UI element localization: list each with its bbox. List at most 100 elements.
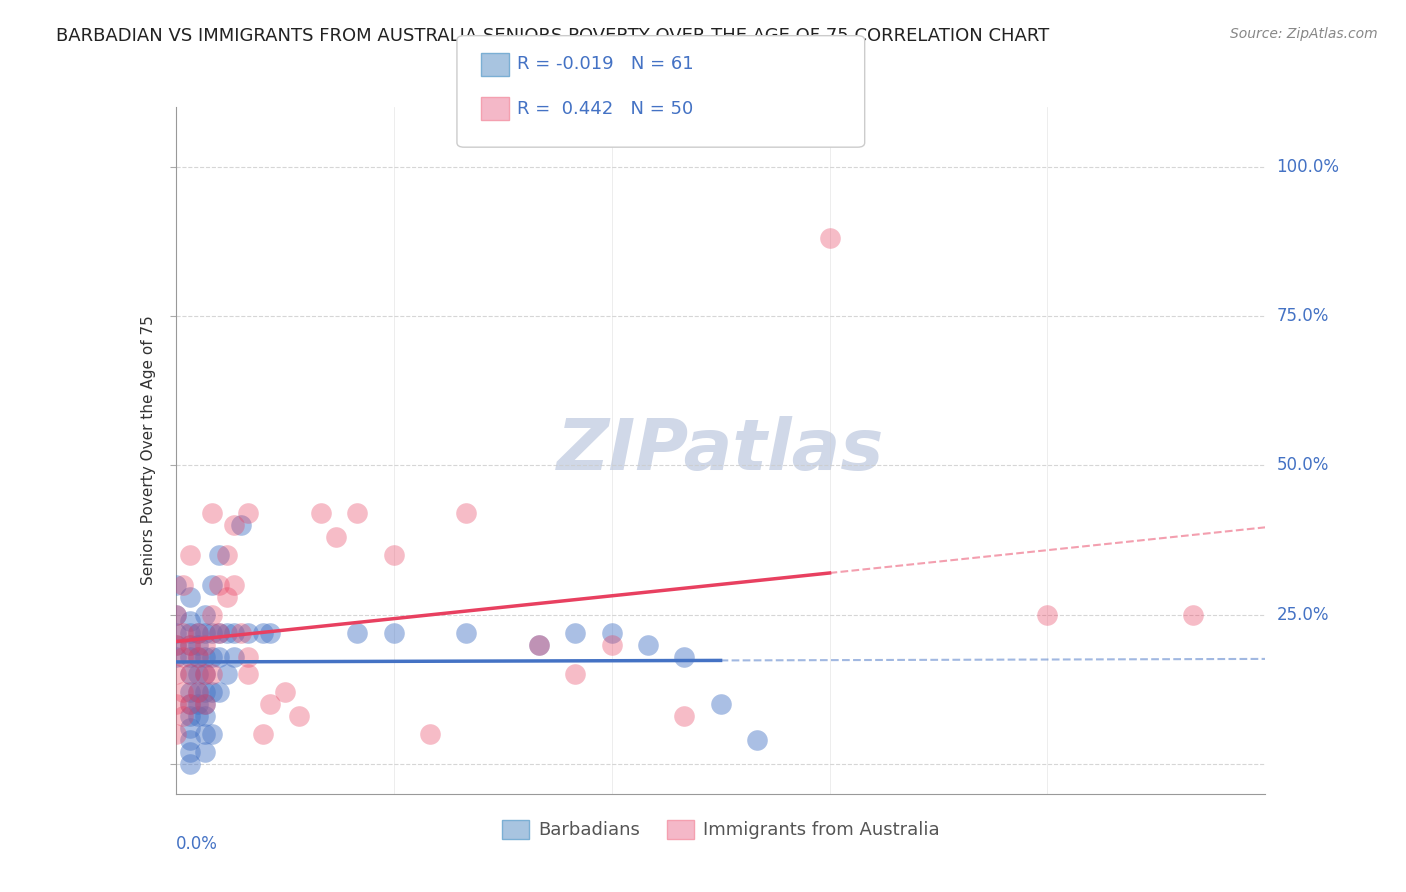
Point bbox=[194, 625, 217, 640]
Point bbox=[194, 649, 217, 664]
Point bbox=[165, 649, 187, 664]
Point bbox=[222, 625, 245, 640]
Point bbox=[186, 698, 209, 712]
Point bbox=[346, 625, 368, 640]
Point bbox=[201, 727, 224, 741]
Point bbox=[179, 667, 201, 681]
Point bbox=[179, 649, 201, 664]
Point bbox=[288, 709, 311, 723]
Point bbox=[179, 667, 201, 681]
Point bbox=[456, 506, 478, 520]
Point bbox=[208, 548, 231, 562]
Point bbox=[186, 649, 209, 664]
Point bbox=[165, 625, 187, 640]
Text: 0.0%: 0.0% bbox=[176, 835, 218, 853]
Point bbox=[208, 578, 231, 592]
Point bbox=[215, 667, 238, 681]
Point bbox=[172, 685, 194, 699]
Point bbox=[194, 607, 217, 622]
Point bbox=[186, 649, 209, 664]
Text: 25.0%: 25.0% bbox=[1277, 606, 1329, 624]
Point bbox=[165, 698, 187, 712]
Point bbox=[186, 667, 209, 681]
Point bbox=[179, 709, 201, 723]
Point bbox=[179, 590, 201, 604]
Point bbox=[215, 625, 238, 640]
Point bbox=[179, 721, 201, 735]
Point bbox=[222, 518, 245, 533]
Point bbox=[201, 649, 224, 664]
Text: BARBADIAN VS IMMIGRANTS FROM AUSTRALIA SENIORS POVERTY OVER THE AGE OF 75 CORREL: BARBADIAN VS IMMIGRANTS FROM AUSTRALIA S… bbox=[56, 27, 1049, 45]
Point bbox=[600, 638, 623, 652]
Point bbox=[194, 698, 217, 712]
Point bbox=[201, 625, 224, 640]
Text: 100.0%: 100.0% bbox=[1277, 158, 1340, 176]
Point bbox=[274, 685, 297, 699]
Point bbox=[179, 733, 201, 747]
Point bbox=[165, 727, 187, 741]
Point bbox=[600, 625, 623, 640]
Point bbox=[382, 548, 405, 562]
Point bbox=[222, 649, 245, 664]
Text: 75.0%: 75.0% bbox=[1277, 307, 1329, 325]
Point bbox=[222, 578, 245, 592]
Point bbox=[382, 625, 405, 640]
Point bbox=[165, 667, 187, 681]
Point bbox=[208, 625, 231, 640]
Point bbox=[165, 607, 187, 622]
Y-axis label: Seniors Poverty Over the Age of 75: Seniors Poverty Over the Age of 75 bbox=[142, 316, 156, 585]
Point bbox=[186, 625, 209, 640]
Point bbox=[201, 578, 224, 592]
Point bbox=[309, 506, 332, 520]
Point bbox=[238, 506, 260, 520]
Text: R = -0.019   N = 61: R = -0.019 N = 61 bbox=[517, 55, 695, 73]
Point bbox=[194, 667, 217, 681]
Point bbox=[208, 625, 231, 640]
Point bbox=[259, 698, 281, 712]
Point bbox=[238, 625, 260, 640]
Text: R =  0.442   N = 50: R = 0.442 N = 50 bbox=[517, 100, 693, 118]
Point bbox=[194, 745, 217, 759]
Point bbox=[238, 649, 260, 664]
Point bbox=[527, 638, 550, 652]
Point bbox=[346, 506, 368, 520]
Point bbox=[179, 698, 201, 712]
Point bbox=[231, 625, 253, 640]
Point bbox=[179, 548, 201, 562]
Point bbox=[673, 649, 696, 664]
Point bbox=[194, 667, 217, 681]
Point bbox=[456, 625, 478, 640]
Point bbox=[252, 625, 274, 640]
Point bbox=[745, 733, 768, 747]
Point bbox=[186, 638, 209, 652]
Text: ZIPatlas: ZIPatlas bbox=[557, 416, 884, 485]
Point bbox=[231, 518, 253, 533]
Point bbox=[252, 727, 274, 741]
Point bbox=[186, 685, 209, 699]
Point bbox=[194, 698, 217, 712]
Point bbox=[208, 685, 231, 699]
Point bbox=[208, 649, 231, 664]
Point bbox=[172, 649, 194, 664]
Point bbox=[194, 727, 217, 741]
Point bbox=[179, 698, 201, 712]
Point bbox=[1036, 607, 1059, 622]
Point bbox=[194, 709, 217, 723]
Text: Source: ZipAtlas.com: Source: ZipAtlas.com bbox=[1230, 27, 1378, 41]
Point bbox=[179, 638, 201, 652]
Point bbox=[215, 590, 238, 604]
Point bbox=[419, 727, 441, 741]
Point bbox=[186, 685, 209, 699]
Point bbox=[201, 667, 224, 681]
Point bbox=[186, 709, 209, 723]
Point bbox=[1181, 607, 1204, 622]
Point bbox=[179, 685, 201, 699]
Point bbox=[172, 578, 194, 592]
Point bbox=[215, 548, 238, 562]
Point bbox=[165, 638, 187, 652]
Point bbox=[637, 638, 659, 652]
Point bbox=[194, 638, 217, 652]
Point bbox=[179, 745, 201, 759]
Point bbox=[179, 757, 201, 772]
Point bbox=[325, 530, 347, 544]
